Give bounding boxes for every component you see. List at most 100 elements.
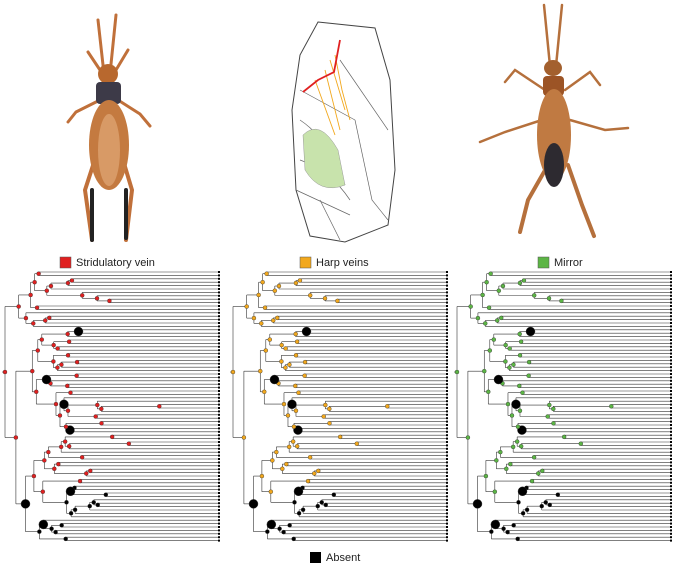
node-state: [287, 399, 297, 409]
tip: [670, 451, 672, 454]
tip: [446, 335, 448, 338]
tip: [670, 325, 672, 328]
tip: [446, 437, 448, 440]
node-state: [94, 296, 100, 301]
node-state: [499, 315, 504, 321]
node-state: [276, 283, 282, 289]
tip: [218, 298, 220, 301]
tip: [446, 420, 448, 423]
tip: [218, 515, 220, 518]
node-state: [518, 444, 524, 449]
tip: [218, 485, 220, 488]
node-state: [72, 507, 78, 512]
tip: [446, 349, 448, 352]
node-state: [80, 293, 85, 298]
node-state: [517, 486, 528, 496]
tip: [446, 325, 448, 328]
tip: [670, 526, 672, 528]
node-state: [291, 424, 297, 429]
node-state: [44, 288, 50, 293]
tip: [218, 274, 220, 277]
node-state: [2, 369, 8, 375]
node-state: [335, 298, 340, 304]
node-state: [280, 466, 285, 471]
tip: [670, 400, 672, 403]
phylogeny: [454, 271, 672, 542]
tip: [218, 532, 220, 535]
tip: [670, 383, 672, 386]
tip: [218, 509, 220, 511]
node-state: [296, 511, 302, 516]
tip: [670, 427, 672, 430]
tip: [670, 512, 672, 515]
tip: [670, 410, 672, 413]
tip: [446, 498, 448, 501]
node-state: [555, 492, 561, 497]
tip: [218, 294, 220, 297]
node-state: [539, 503, 544, 509]
tip: [670, 441, 672, 443]
tip: [218, 424, 220, 426]
tip: [218, 495, 220, 498]
node-state: [307, 455, 313, 460]
tip: [446, 434, 448, 437]
tip: [218, 526, 220, 528]
node-state: [269, 374, 280, 385]
node-state: [507, 365, 512, 370]
node-state: [508, 461, 513, 467]
node-state: [487, 348, 492, 353]
tip: [218, 454, 220, 457]
node-state: [526, 373, 531, 378]
node-state: [293, 383, 298, 389]
tip: [670, 492, 672, 494]
tip: [218, 505, 220, 508]
node-state: [73, 326, 84, 337]
node-state: [244, 304, 249, 309]
node-state: [65, 408, 71, 413]
node-state: [65, 280, 71, 286]
tip: [670, 284, 672, 287]
tip: [218, 400, 220, 403]
tip: [218, 441, 220, 443]
tip: [218, 478, 220, 481]
node-state: [529, 478, 535, 484]
node-state: [493, 374, 504, 385]
node-state: [510, 444, 516, 450]
tip: [446, 451, 448, 454]
node-state: [262, 389, 267, 395]
tip: [218, 291, 220, 294]
node-state: [99, 406, 104, 412]
tip: [218, 366, 220, 369]
tip: [218, 315, 220, 318]
tip: [446, 532, 448, 535]
node-state: [475, 315, 481, 321]
node-state: [284, 461, 289, 467]
tip: [670, 407, 672, 409]
node-state: [55, 365, 60, 370]
tip: [670, 322, 672, 324]
node-state: [540, 468, 545, 474]
node-state: [65, 383, 70, 389]
tip: [218, 342, 220, 345]
tip: [446, 332, 448, 335]
node-state: [501, 526, 506, 531]
node-state: [79, 455, 85, 460]
node-state: [315, 503, 320, 509]
tip: [218, 277, 220, 280]
node-state: [465, 435, 471, 440]
node-state: [52, 466, 57, 471]
tip: [670, 342, 672, 345]
tip: [218, 536, 220, 539]
node-state: [354, 441, 360, 446]
tip: [670, 352, 672, 355]
node-state: [468, 304, 473, 309]
tip: [446, 529, 448, 532]
tip: [446, 509, 448, 511]
node-state: [258, 368, 263, 374]
tip: [218, 447, 220, 450]
node-state: [293, 331, 298, 337]
node-state: [49, 526, 54, 531]
node-state: [283, 365, 288, 370]
tip: [446, 441, 448, 443]
tip: [446, 539, 448, 542]
